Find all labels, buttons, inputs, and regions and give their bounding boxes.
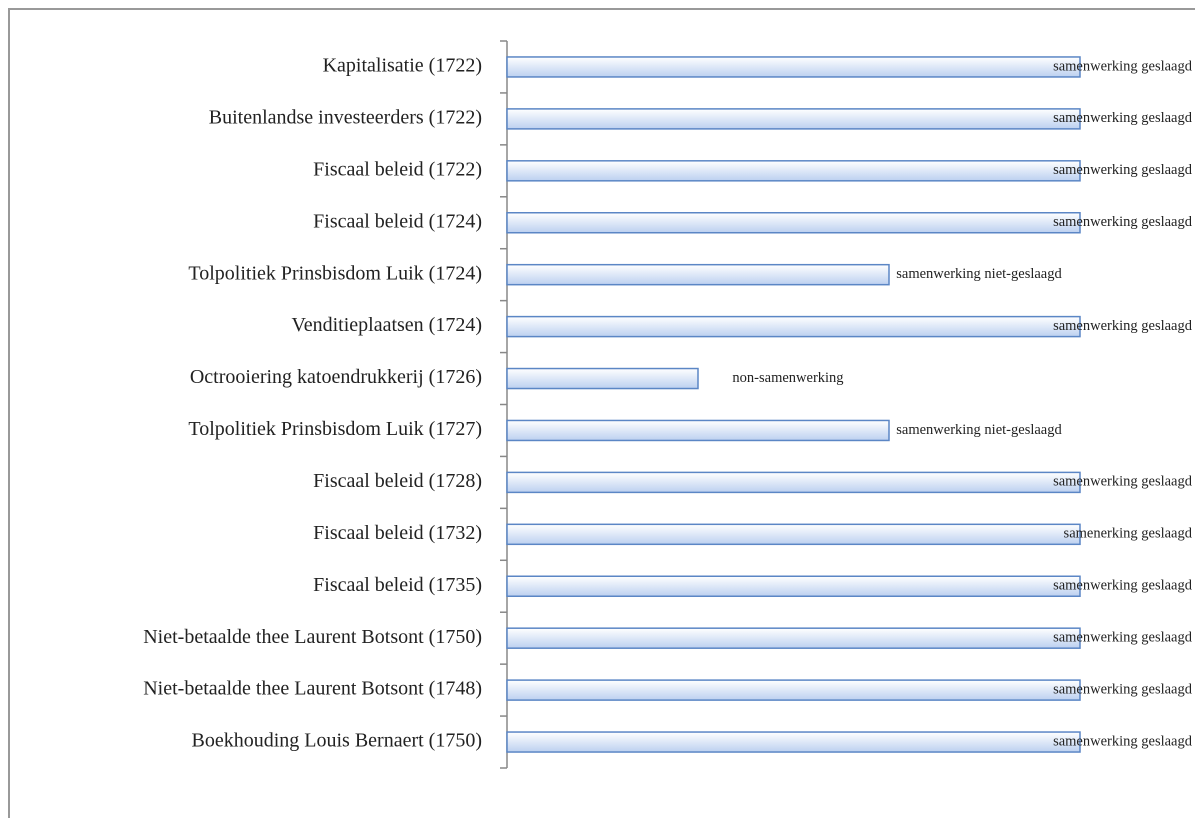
- data-label: samenwerking geslaagd: [1053, 214, 1193, 230]
- data-label: samenwerking geslaagd: [1053, 318, 1193, 334]
- data-label: samenwerking geslaagd: [1053, 578, 1193, 594]
- bar: [506, 315, 1081, 338]
- y-tick-label: Tolpolitiek Prinsbisdom Luik (1727): [188, 418, 482, 440]
- y-tick-label: Niet-betaalde thee Laurent Botsont (1748…: [143, 678, 482, 700]
- bar: [506, 731, 1081, 753]
- data-label: samenerking geslaagd: [1064, 526, 1193, 542]
- y-tick-label: Venditieplaatsen (1724): [292, 314, 483, 336]
- y-tick-label: Fiscaal beleid (1728): [313, 470, 482, 492]
- bar: [506, 56, 1081, 78]
- y-tick-label: Kapitalisatie (1722): [323, 55, 482, 77]
- data-label: non-samenwerking: [732, 370, 843, 386]
- bar: [506, 471, 1081, 494]
- y-tick-label: Buitenlandse investeerders (1722): [209, 106, 482, 128]
- bar: [506, 419, 890, 442]
- data-label: samenwerking niet-geslaagd: [896, 266, 1062, 282]
- y-tick-label: Octrooiering katoendrukkerij (1726): [190, 366, 482, 388]
- data-label: samenwerking geslaagd: [1053, 110, 1193, 126]
- bar: [506, 575, 1081, 597]
- y-tick-label: Niet-betaalde thee Laurent Botsont (1750…: [143, 626, 482, 648]
- y-tick-label: Boekhouding Louis Bernaert (1750): [192, 730, 483, 752]
- data-label: samenwerking niet-geslaagd: [896, 422, 1062, 438]
- data-label: samenwerking geslaagd: [1053, 733, 1193, 749]
- bar: [506, 627, 1081, 649]
- bar: [506, 160, 1081, 182]
- y-tick-label: Fiscaal beleid (1735): [313, 574, 482, 596]
- bar: [506, 212, 1081, 234]
- bar: [506, 367, 699, 390]
- data-label: samenwerking geslaagd: [1053, 58, 1193, 74]
- y-tick-label: Fiscaal beleid (1724): [313, 210, 482, 232]
- bar: [506, 679, 1081, 701]
- data-label: samenwerking geslaagd: [1053, 681, 1193, 697]
- data-label: samenwerking geslaagd: [1053, 474, 1193, 490]
- y-tick-label: Fiscaal beleid (1732): [313, 522, 482, 544]
- y-tick-label: Fiscaal beleid (1722): [313, 158, 482, 180]
- y-tick-label: Tolpolitiek Prinsbisdom Luik (1724): [188, 262, 482, 284]
- data-label: samenwerking geslaagd: [1053, 162, 1193, 178]
- bar: [506, 263, 890, 286]
- bar: [506, 523, 1081, 546]
- bar: [506, 108, 1081, 130]
- chart-frame: [8, 8, 1195, 818]
- data-label: samenwerking geslaagd: [1053, 630, 1193, 646]
